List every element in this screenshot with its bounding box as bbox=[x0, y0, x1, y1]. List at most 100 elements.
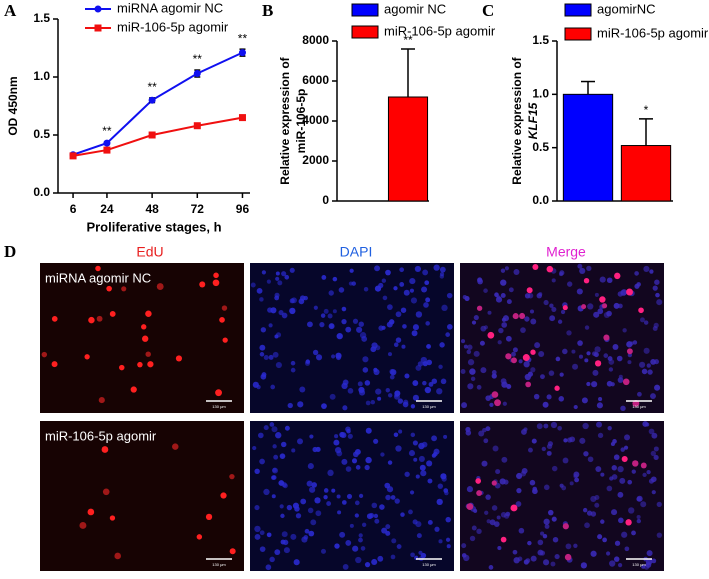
y-tick-label: 1.0 bbox=[532, 87, 549, 101]
nucleus bbox=[342, 564, 349, 570]
nucleus bbox=[349, 268, 354, 273]
edu-cell bbox=[145, 351, 151, 357]
nucleus bbox=[642, 472, 647, 478]
nucleus bbox=[562, 457, 569, 464]
nucleus bbox=[259, 352, 265, 357]
nucleus bbox=[557, 425, 562, 431]
nucleus bbox=[321, 274, 327, 280]
nucleus bbox=[351, 458, 358, 464]
nucleus bbox=[493, 521, 500, 527]
nucleus bbox=[421, 286, 428, 293]
nucleus bbox=[275, 432, 282, 439]
nucleus bbox=[548, 370, 555, 376]
nucleus bbox=[524, 293, 531, 299]
nucleus bbox=[416, 533, 422, 539]
nucleus bbox=[341, 458, 348, 465]
nucleus bbox=[523, 559, 529, 565]
nucleus bbox=[651, 490, 656, 495]
nucleus bbox=[511, 351, 516, 357]
nucleus bbox=[263, 488, 270, 496]
nucleus bbox=[252, 381, 259, 388]
nucleus bbox=[473, 315, 479, 321]
nucleus bbox=[574, 477, 580, 483]
nucleus bbox=[583, 451, 589, 457]
nucleus bbox=[651, 432, 658, 439]
nucleus bbox=[483, 325, 489, 330]
edu-cell bbox=[212, 279, 220, 287]
nucleus bbox=[387, 460, 393, 465]
nucleus bbox=[643, 320, 649, 325]
edu-cell bbox=[213, 272, 219, 279]
column-label: EdU bbox=[136, 244, 163, 260]
nucleus bbox=[364, 464, 370, 471]
nucleus bbox=[393, 432, 399, 438]
nucleus bbox=[617, 377, 624, 383]
nucleus bbox=[603, 353, 609, 358]
micrograph: 130 μm bbox=[250, 263, 454, 413]
edu-cell bbox=[130, 386, 137, 393]
column-label: Merge bbox=[546, 244, 586, 260]
nucleus bbox=[331, 488, 336, 493]
nucleus bbox=[540, 374, 545, 380]
nucleus bbox=[600, 519, 605, 524]
nucleus bbox=[578, 354, 584, 359]
edu-cell bbox=[622, 378, 630, 386]
nucleus bbox=[530, 367, 536, 373]
micrograph: 130 μm bbox=[460, 421, 664, 571]
nucleus bbox=[623, 445, 629, 450]
legend-label: agomir NC bbox=[384, 1, 446, 16]
nucleus bbox=[271, 475, 277, 480]
nucleus bbox=[381, 527, 388, 534]
nucleus bbox=[334, 434, 339, 439]
nucleus bbox=[488, 565, 494, 570]
row-label: miR-106-5p agomir bbox=[45, 428, 157, 443]
nucleus bbox=[523, 361, 530, 368]
nucleus bbox=[518, 359, 523, 364]
nucleus bbox=[512, 347, 518, 353]
nucleus bbox=[528, 447, 533, 453]
nucleus bbox=[389, 368, 395, 375]
nucleus bbox=[515, 501, 522, 507]
nucleus bbox=[547, 441, 553, 447]
nucleus bbox=[412, 324, 419, 331]
nucleus bbox=[261, 270, 266, 275]
nucleus bbox=[640, 317, 645, 323]
edu-cell bbox=[626, 288, 634, 296]
nucleus bbox=[439, 342, 445, 348]
legend-marker bbox=[94, 5, 102, 13]
nucleus bbox=[284, 425, 290, 431]
nucleus bbox=[624, 546, 630, 552]
nucleus bbox=[281, 481, 287, 488]
nucleus bbox=[496, 515, 501, 520]
nucleus bbox=[443, 488, 449, 493]
nucleus bbox=[415, 474, 420, 479]
edu-cell bbox=[222, 337, 228, 343]
nucleus bbox=[348, 281, 353, 286]
nucleus bbox=[270, 384, 276, 390]
nucleus bbox=[516, 472, 523, 480]
edu-cell bbox=[564, 553, 572, 561]
nucleus bbox=[552, 536, 559, 543]
nucleus bbox=[281, 531, 288, 538]
nucleus bbox=[609, 476, 614, 481]
nucleus bbox=[521, 429, 527, 435]
nucleus bbox=[420, 470, 427, 477]
y-tick-label: 0.5 bbox=[33, 127, 50, 141]
nucleus bbox=[362, 356, 369, 363]
nucleus bbox=[446, 544, 451, 549]
nucleus bbox=[265, 564, 272, 571]
nucleus bbox=[652, 285, 658, 291]
edu-cell bbox=[119, 364, 125, 371]
nucleus bbox=[562, 348, 568, 355]
nucleus bbox=[541, 446, 546, 452]
nucleus bbox=[476, 384, 482, 390]
nucleus bbox=[432, 451, 438, 457]
edu-cell bbox=[494, 399, 501, 407]
nucleus bbox=[466, 486, 474, 493]
edu-cell bbox=[51, 316, 58, 322]
nucleus bbox=[314, 497, 321, 504]
edu-cell bbox=[522, 354, 530, 362]
nucleus bbox=[503, 513, 510, 519]
nucleus bbox=[500, 292, 506, 298]
edu-cell bbox=[41, 351, 48, 358]
